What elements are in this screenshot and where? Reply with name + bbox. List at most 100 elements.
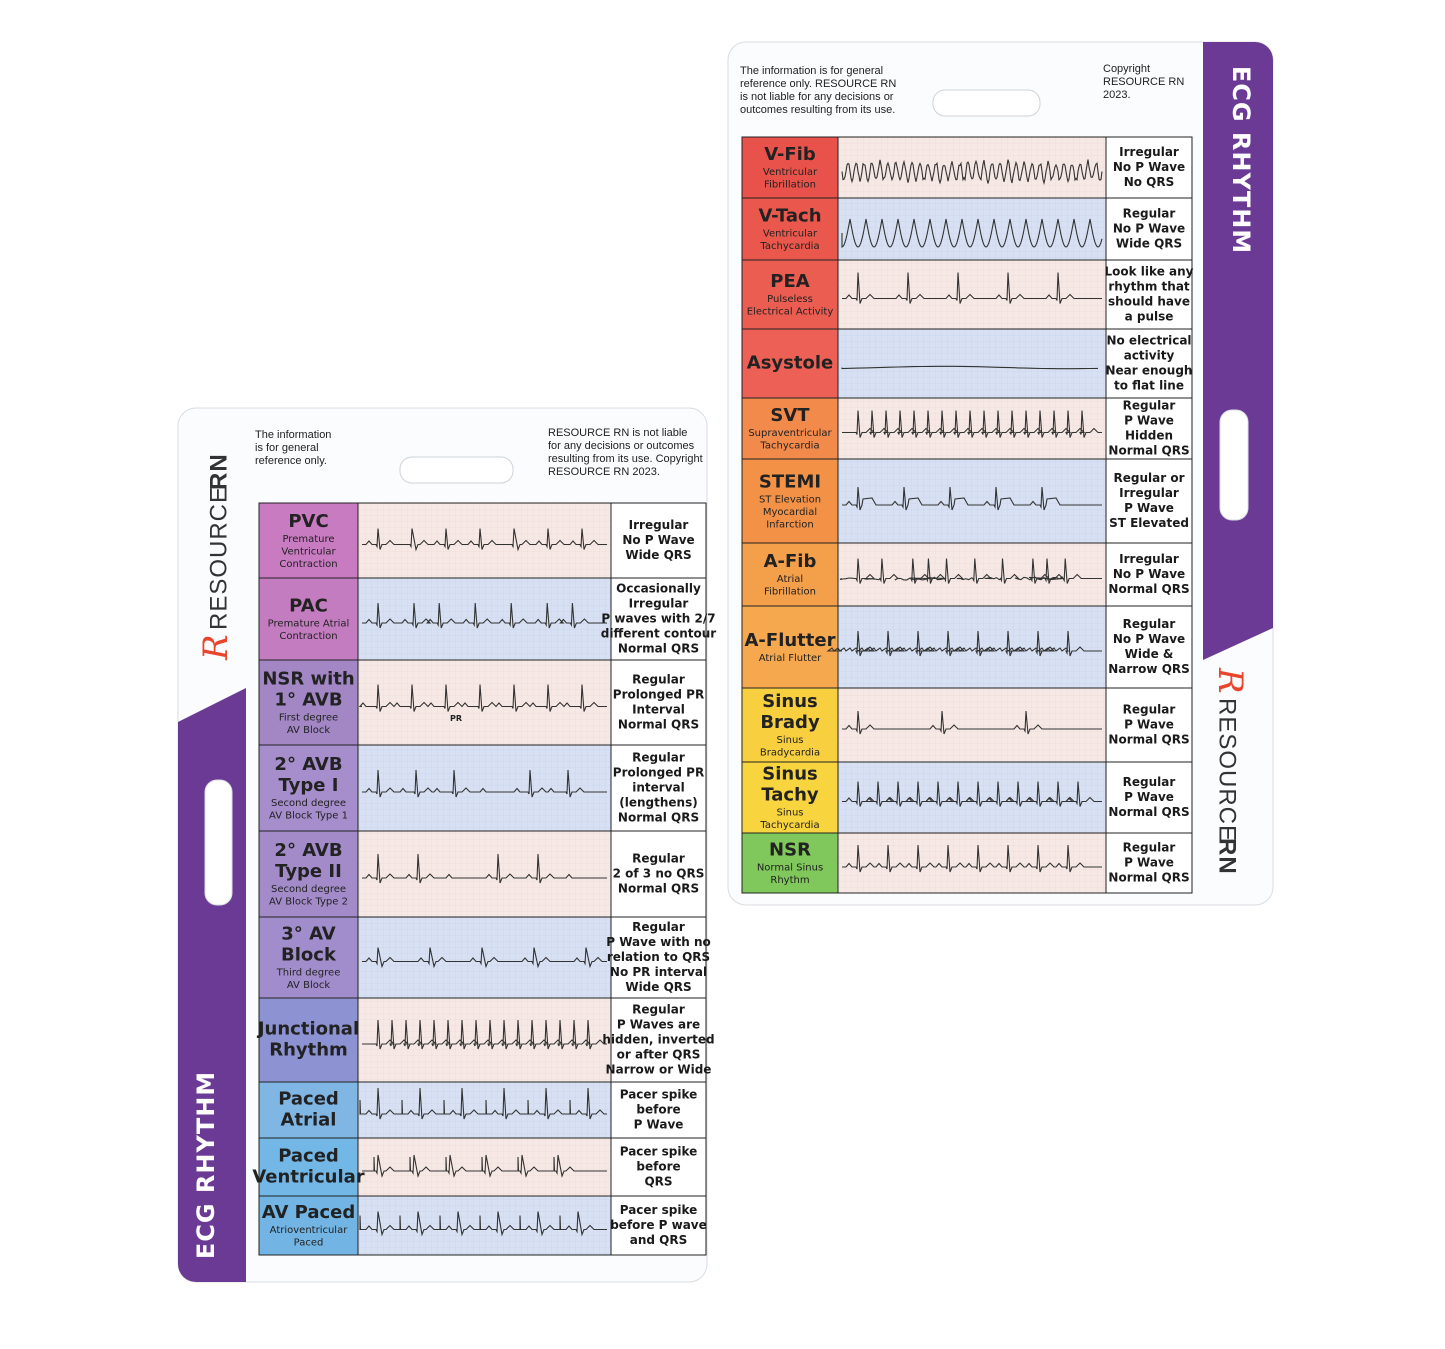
rhythm-description: No electrical: [1106, 334, 1191, 348]
rhythm-subtitle: Sinus: [776, 735, 803, 746]
rhythm-description: Wide &: [1125, 647, 1174, 661]
rhythm-description: P Wave: [634, 1118, 684, 1132]
rhythm-description: Regular: [1123, 617, 1176, 631]
rhythm-subtitle: Normal Sinus: [757, 863, 823, 874]
rhythm-description: Irregular: [629, 518, 689, 532]
ecg-trace: [842, 272, 1102, 304]
strip-cell: [357, 577, 612, 661]
rhythm-subtitle: AV Block: [287, 980, 330, 991]
note-line: RESOURCE RN is not liable: [548, 427, 687, 439]
rhythm-description: Normal QRS: [1108, 871, 1189, 885]
rhythm-description: or after QRS: [617, 1048, 701, 1062]
ecg-trace: [362, 528, 607, 552]
rhythm-description: Normal QRS: [618, 811, 699, 825]
name-cell: [741, 761, 839, 834]
desc-cell: [1105, 397, 1193, 460]
note-line: RESOURCE RN: [1103, 76, 1184, 88]
rhythm-subtitle: Premature: [282, 534, 334, 545]
rhythm-description: Hidden: [1125, 429, 1173, 443]
name-cell: [741, 197, 839, 261]
note-line: Copyright: [1103, 63, 1150, 75]
rhythm-description: should have: [1108, 295, 1190, 309]
desc-cell: [1105, 328, 1193, 399]
rhythm-name: AV Paced: [262, 1202, 356, 1223]
rhythm-description: P waves with 2/7: [601, 612, 715, 626]
strip-cell: [357, 1081, 612, 1139]
rhythm-description: ST Elevated: [1109, 516, 1189, 530]
desc-cell: [610, 997, 707, 1083]
name-cell: [741, 397, 839, 460]
rhythm-description: to flat line: [1114, 379, 1184, 393]
desc-cell: [610, 577, 707, 661]
rhythm-description: Normal QRS: [618, 642, 699, 656]
rhythm-description: Regular: [632, 1003, 685, 1017]
desc-cell: [1105, 542, 1193, 607]
strip-cell: [357, 830, 612, 918]
rhythm-description: No P Wave: [1113, 160, 1185, 174]
rhythm-subtitle: Tachycardia: [759, 820, 819, 831]
rhythm-subtitle: ST Elevation: [759, 494, 821, 505]
rhythm-subtitle: Atrioventricular: [270, 1225, 349, 1236]
ecg-trace: [362, 602, 607, 629]
name-cell: [258, 916, 359, 999]
rhythm-description: P Wave: [1124, 790, 1174, 804]
rhythm-description: Regular: [632, 852, 685, 866]
rhythm-name: PEA: [770, 271, 809, 292]
rhythm-description: relation to QRS: [607, 950, 710, 964]
rhythm-description: Irregular: [1119, 486, 1179, 500]
rhythm-description: (lengthens): [619, 796, 697, 810]
rhythm-subtitle: Electrical Activity: [747, 307, 834, 318]
rhythm-subtitle: AV Block: [287, 725, 330, 736]
rhythm-name: Type I: [279, 775, 339, 796]
ecg-trace: [839, 558, 1102, 584]
rhythm-description: Prolonged PR: [613, 688, 704, 702]
rhythm-description: Pacer spike: [620, 1088, 698, 1102]
rhythm-description: Normal QRS: [1108, 444, 1189, 458]
rhythm-name: A-Flutter: [745, 630, 836, 651]
strip-cell: [357, 1195, 612, 1256]
rhythm-name: A-Fib: [764, 551, 817, 572]
rhythm-description: Near enough: [1106, 364, 1193, 378]
rhythm-description: Normal QRS: [618, 882, 699, 896]
rhythm-description: Regular: [1123, 841, 1176, 855]
note-line: The information is for general: [740, 65, 883, 77]
strip-cell: [837, 197, 1107, 261]
note-line: reference only. RESOURCE RN: [740, 78, 896, 90]
rhythm-description: Regular: [632, 920, 685, 934]
desc-cell: [610, 1137, 707, 1197]
rhythm-description: Normal QRS: [1108, 582, 1189, 596]
rhythm-subtitle: Ventricular: [281, 546, 336, 557]
rhythm-name: Paced: [278, 1146, 339, 1167]
strip-cell: [357, 744, 612, 832]
rhythm-name: 2° AVB: [274, 840, 342, 861]
rhythm-description: Irregular: [629, 597, 689, 611]
rhythm-description: before: [636, 1160, 680, 1174]
strip-cell: [837, 136, 1107, 199]
rhythm-subtitle: Supraventricular: [748, 428, 832, 439]
desc-cell: [610, 659, 707, 746]
rhythm-description: different contour: [601, 627, 717, 641]
rhythm-subtitle: Myocardial: [763, 507, 817, 518]
strip-cell: [837, 397, 1107, 460]
rhythm-description: P Wave: [1124, 501, 1174, 515]
rhythm-description: Prolonged PR: [613, 766, 704, 780]
rhythm-description: Regular or: [1114, 471, 1185, 485]
rhythm-subtitle: AV Block Type 2: [269, 897, 348, 908]
strip-cell: [837, 259, 1107, 330]
ecg-trace: [362, 769, 607, 798]
rhythm-description: Regular: [632, 751, 685, 765]
rhythm-subtitle: Contraction: [279, 559, 337, 570]
rhythm-name: Junctional: [256, 1019, 359, 1040]
rhythm-name: Tachy: [761, 785, 819, 806]
strip-cell: [837, 542, 1107, 607]
rhythm-description: Wide QRS: [625, 980, 691, 994]
